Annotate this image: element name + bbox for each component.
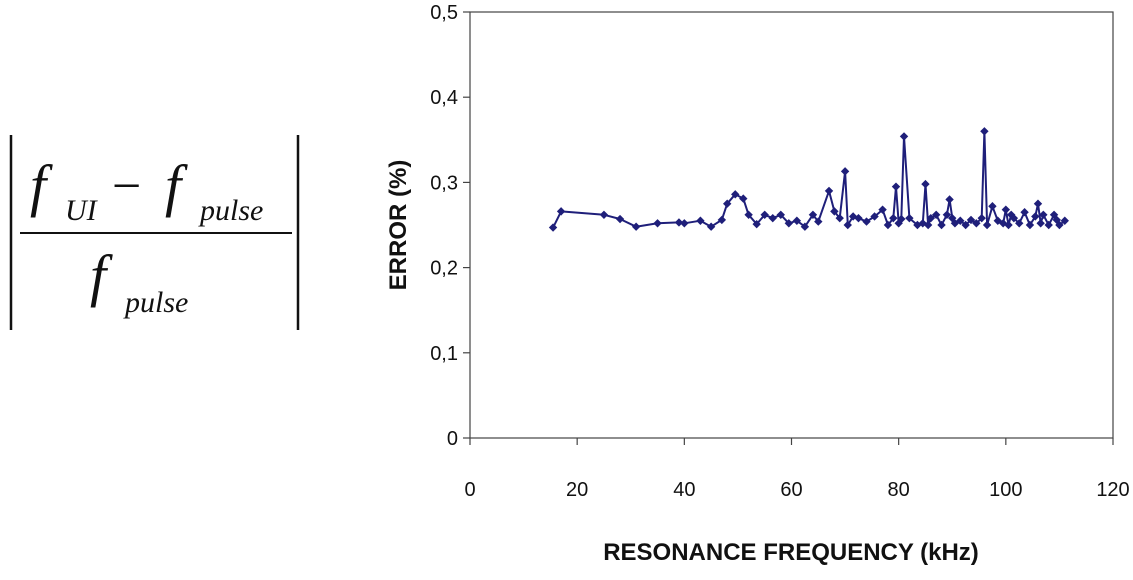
data-point-marker — [937, 220, 946, 230]
data-point-marker — [843, 220, 852, 230]
data-point-marker — [980, 127, 989, 136]
data-point-marker — [1015, 219, 1024, 228]
data-point-marker — [731, 190, 740, 199]
data-point-marker — [1060, 216, 1069, 225]
y-axis: 0 0,1 0,2 0,3 0,4 0,5 — [430, 2, 470, 450]
data-point-marker — [717, 215, 727, 225]
data-point-marker — [993, 216, 1002, 225]
data-point-marker — [899, 132, 909, 141]
x-tick-label: 60 — [780, 479, 802, 501]
data-point-marker — [950, 219, 960, 228]
data-point-marker — [840, 167, 850, 176]
data-point-marker — [942, 210, 952, 219]
data-point-marker — [926, 213, 936, 223]
data-point-marker — [878, 205, 887, 214]
x-tick-label: 120 — [1096, 479, 1129, 501]
data-point-marker — [696, 216, 705, 225]
x-tick-label: 80 — [888, 479, 910, 501]
data-point-marker — [615, 214, 625, 224]
data-point-marker — [1020, 208, 1029, 217]
data-point-marker — [830, 207, 839, 216]
x-tick-label: 20 — [566, 479, 588, 501]
data-point-marker — [913, 220, 922, 230]
data-point-marker — [889, 213, 898, 223]
data-point-marker — [768, 213, 777, 223]
data-point-marker — [897, 214, 906, 224]
data-point-marker — [988, 202, 997, 211]
data-point-marker — [854, 213, 863, 223]
numerator-sub-ui: UI — [65, 194, 99, 227]
data-point-marker — [931, 210, 941, 219]
data-point-marker — [883, 220, 893, 230]
data-point-marker — [674, 218, 684, 227]
data-point-marker — [1033, 199, 1043, 208]
x-tick-label: 0 — [464, 479, 475, 501]
data-point-marker — [739, 194, 748, 203]
y-tick-label: 0,4 — [430, 87, 458, 109]
data-point-marker — [977, 213, 986, 223]
numerator-f-pulse: f — [165, 153, 188, 218]
x-axis-title: RESONANCE FREQUENCY (kHz) — [603, 539, 979, 566]
minus-sign: − — [112, 158, 141, 215]
data-point-marker — [961, 220, 970, 230]
x-tick-label: 100 — [989, 479, 1022, 501]
data-point-marker — [706, 222, 716, 231]
data-point-marker — [808, 210, 818, 219]
data-point-marker — [1001, 205, 1011, 214]
data-point-marker — [956, 216, 965, 225]
data-point-marker — [982, 220, 992, 230]
data-point-marker — [945, 195, 954, 204]
data-point-marker — [870, 212, 879, 221]
data-point-marker — [921, 179, 930, 189]
data-point-marker — [776, 210, 785, 219]
data-point-marker — [923, 220, 933, 230]
y-tick-label: 0 — [447, 428, 458, 450]
y-tick-label: 0,1 — [430, 343, 458, 365]
numerator-sub-pulse: pulse — [198, 194, 263, 227]
data-point-marker — [862, 217, 871, 226]
error-chart: 0 0,1 0,2 0,3 0,4 0,5 0 20 40 60 80 100 120 RESONAN… — [330, 0, 1133, 575]
y-tick-label: 0,3 — [430, 172, 458, 194]
formula-svg: f UI − f pulse f pulse — [9, 135, 300, 330]
data-point-marker — [1052, 215, 1061, 225]
data-point-marker — [835, 213, 844, 223]
y-tick-label: 0,2 — [430, 258, 458, 280]
numerator-f-ui: f — [30, 153, 53, 218]
data-point-marker — [556, 207, 566, 216]
plot-area — [469, 11, 1114, 439]
chart-svg: 0 0,1 0,2 0,3 0,4 0,5 0 20 40 60 80 100 120 RESONAN… — [385, 2, 1130, 566]
data-point-marker — [1055, 220, 1064, 230]
data-point-marker — [1036, 219, 1045, 228]
data-point-marker — [1044, 220, 1053, 230]
x-axis: 0 20 40 60 80 100 120 — [464, 438, 1130, 501]
data-point-marker — [1031, 212, 1040, 221]
data-point-marker — [966, 215, 976, 225]
error-formula: f UI − f pulse f pulse — [0, 0, 330, 575]
data-point-marker — [972, 219, 981, 228]
data-point-marker — [1004, 220, 1013, 230]
data-point-marker — [824, 186, 834, 196]
data-point-marker — [1009, 213, 1019, 223]
data-point-marker — [1025, 220, 1035, 230]
data-point-marker — [905, 213, 914, 223]
data-point-marker — [1039, 210, 1048, 219]
y-tick-label: 0,5 — [430, 2, 458, 24]
data-point-marker — [784, 219, 794, 228]
data-point-marker — [891, 182, 901, 191]
x-tick-label: 40 — [673, 479, 695, 501]
y-axis-title: ERROR (%) — [385, 160, 412, 291]
denominator-f-pulse: f — [90, 243, 113, 308]
denominator-sub-pulse: pulse — [123, 286, 188, 319]
